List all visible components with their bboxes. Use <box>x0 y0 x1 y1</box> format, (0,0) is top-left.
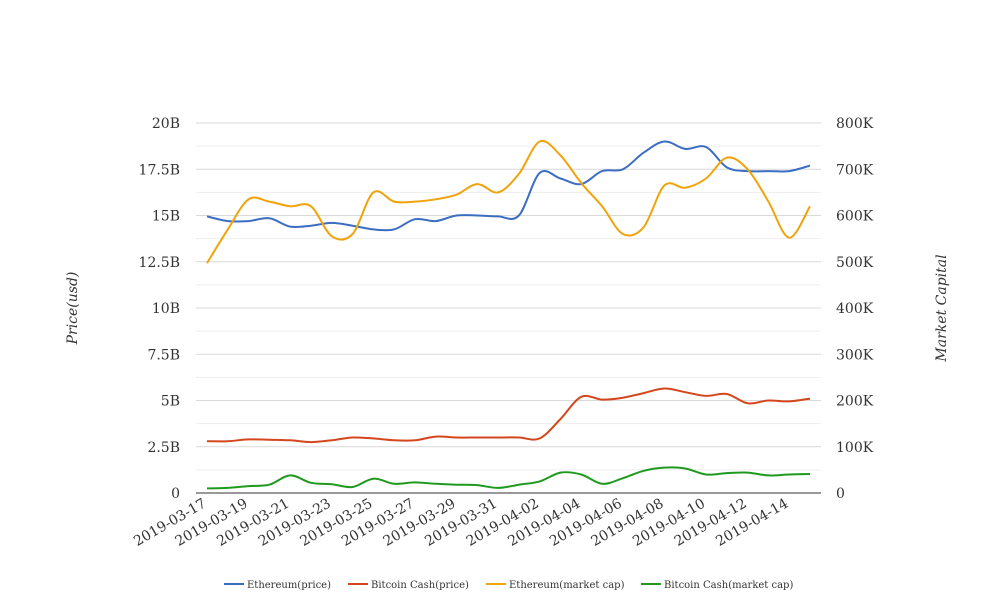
legend-label: Bitcoin Cash(market cap) <box>664 580 793 591</box>
series-line-2 <box>206 139 811 264</box>
y-right-tick-label: 500K <box>836 255 874 271</box>
y-right-tick-label: 300K <box>836 347 874 363</box>
y-right-tick-label: 0 <box>836 486 845 502</box>
series-line-3 <box>206 466 811 490</box>
y-left-tick-label: 5B <box>161 394 180 410</box>
y-right-tick-label: 800K <box>836 116 874 132</box>
y-right-tick-label: 200K <box>836 394 874 410</box>
y-left-axis-title: Price(usd) <box>65 272 81 346</box>
series-line-0 <box>206 140 811 232</box>
y-right-tick-label: 100K <box>836 440 874 456</box>
y-right-tick-label: 700K <box>836 162 874 178</box>
y-right-tick-label: 600K <box>836 209 874 225</box>
gridlines <box>196 122 821 471</box>
series-lines <box>206 139 811 490</box>
y-left-tick-label: 15B <box>152 209 180 225</box>
series-line-1 <box>206 387 811 444</box>
y-right-axis-title: Market Capital <box>934 254 950 362</box>
y-left-tick-label: 17.5B <box>139 162 180 178</box>
y-left-tick-label: 20B <box>152 116 180 132</box>
y-left-tick-labels: 0 2.5B 5B 7.5B 10B 12.5B 15B 17.5B 20B <box>139 116 180 502</box>
legend-label: Ethereum(price) <box>247 580 331 591</box>
y-left-tick-label: 12.5B <box>139 255 180 271</box>
y-left-tick-label: 2.5B <box>147 440 180 456</box>
y-right-tick-labels: 0 100K 200K 300K 400K 500K 600K 700K 800K <box>836 116 874 502</box>
y-right-tick-label: 400K <box>836 301 874 317</box>
y-left-tick-label: 0 <box>171 486 180 502</box>
legend-label: Ethereum(market cap) <box>509 580 625 591</box>
y-left-tick-label: 7.5B <box>147 347 180 363</box>
legend: Ethereum(price) Bitcoin Cash(price) Ethere… <box>224 580 793 591</box>
y-left-tick-label: 10B <box>152 301 180 317</box>
x-tick-labels: 2019-03-172019-03-192019-03-212019-03-23… <box>131 496 791 550</box>
legend-label: Bitcoin Cash(price) <box>371 580 469 591</box>
